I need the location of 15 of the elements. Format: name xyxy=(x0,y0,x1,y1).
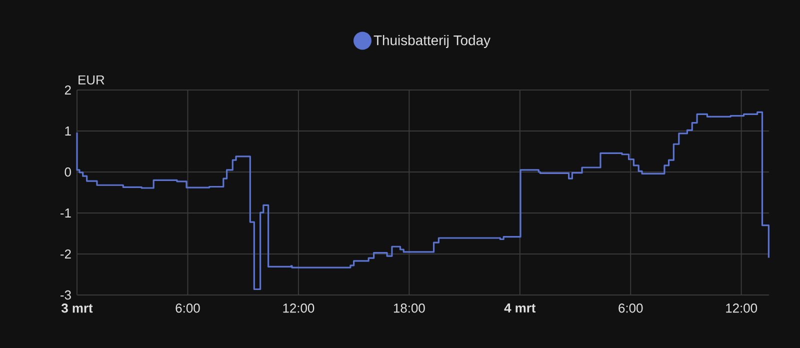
legend-label: Thuisbatterij Today xyxy=(374,35,491,48)
x-tick-label: 6:00 xyxy=(176,304,200,313)
x-tick-label: 12:00 xyxy=(283,304,314,313)
x-tick-label: 3 mrt xyxy=(61,304,93,313)
y-tick-label: -1 xyxy=(60,208,71,218)
x-tick-label: 12:00 xyxy=(726,304,758,313)
y-tick-label: 1 xyxy=(65,126,71,136)
y-tick-label: 0 xyxy=(64,167,71,177)
x-tick-label: 18:00 xyxy=(394,304,425,313)
y-axis-title: EUR xyxy=(78,75,104,84)
y-tick-label: -3 xyxy=(60,290,71,300)
x-tick-label: 6:00 xyxy=(618,304,643,313)
y-tick-label: -2 xyxy=(60,249,71,259)
x-tick-label: 4 mrt xyxy=(504,304,536,313)
y-tick-label: 2 xyxy=(64,85,71,95)
